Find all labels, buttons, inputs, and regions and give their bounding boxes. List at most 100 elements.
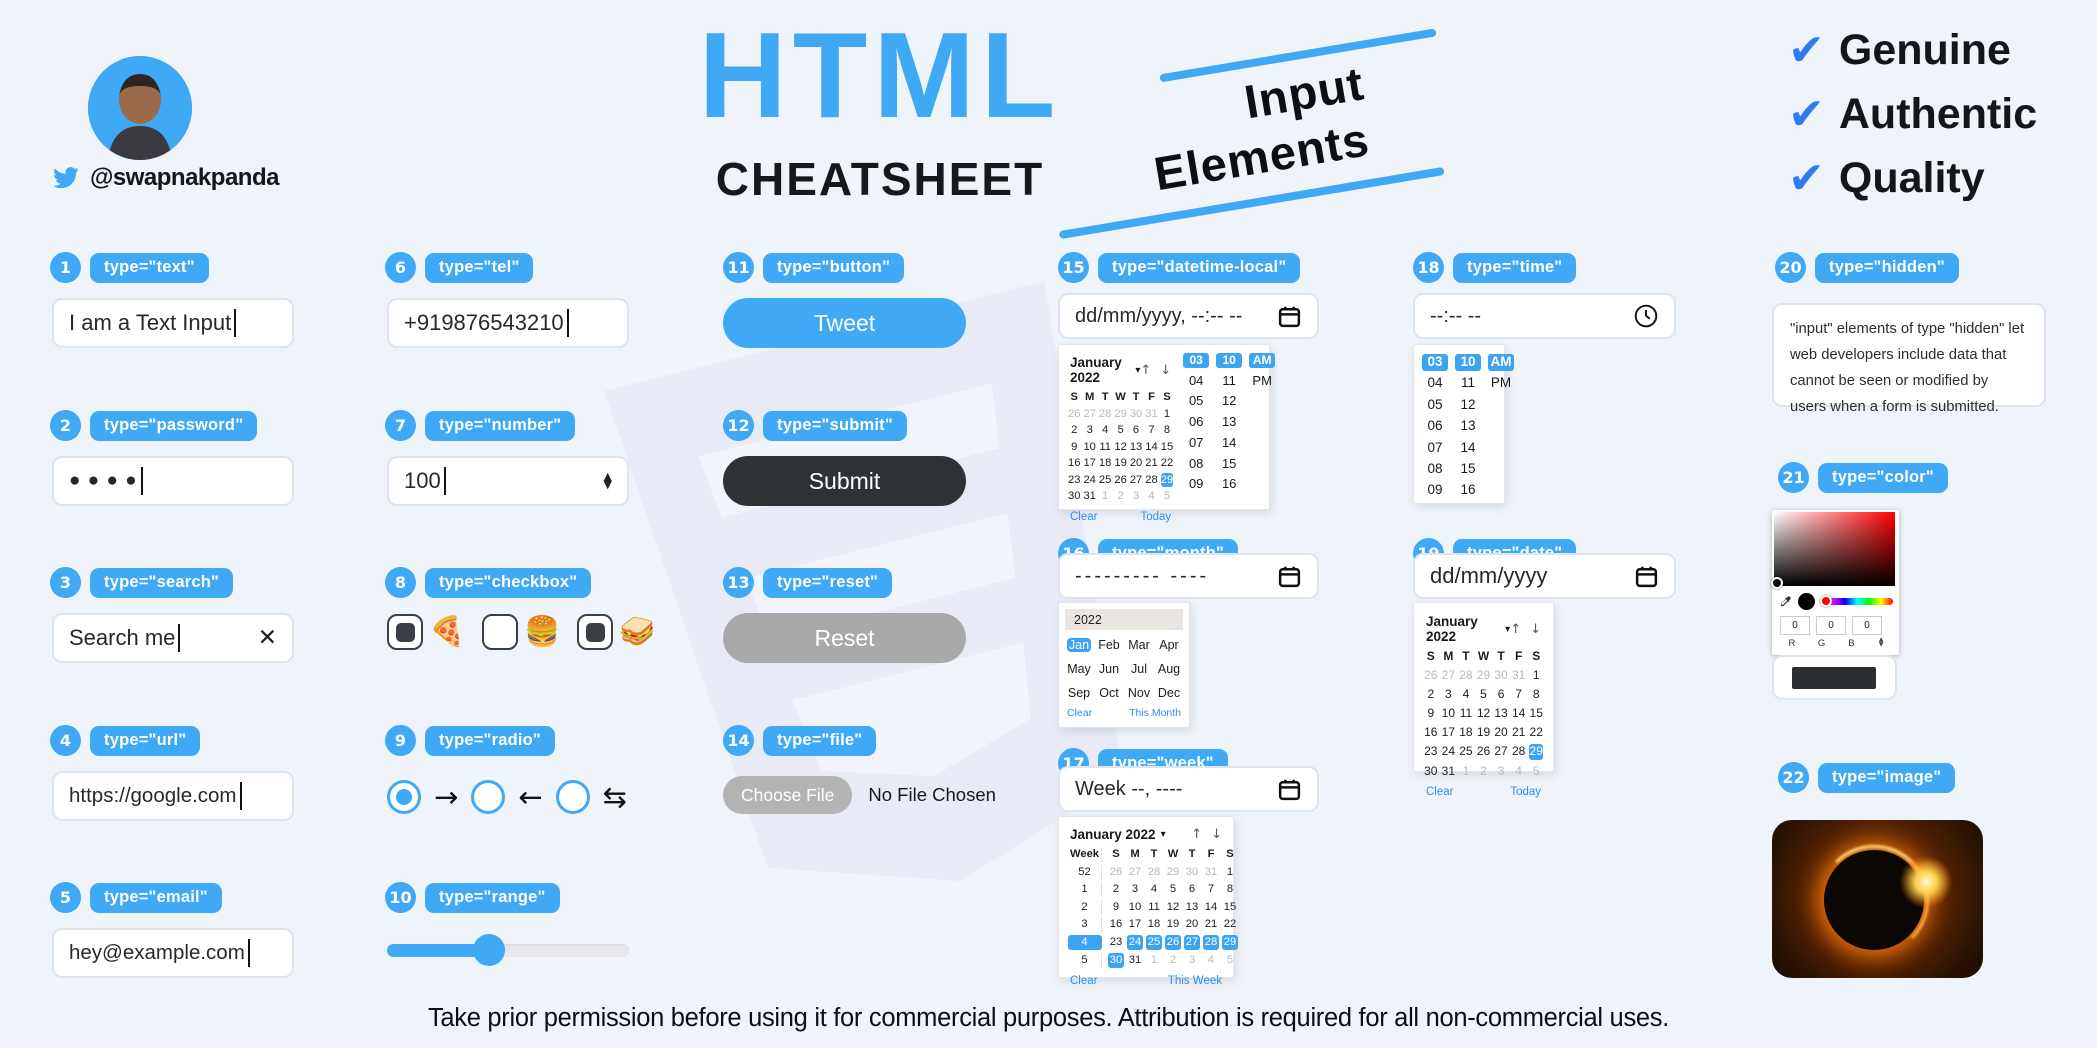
search-input[interactable]: Search me ✕ bbox=[52, 613, 294, 663]
time-option[interactable]: AM bbox=[1249, 353, 1276, 368]
week-number[interactable]: 2 bbox=[1068, 899, 1102, 915]
calendar-day[interactable]: 22 bbox=[1160, 457, 1174, 470]
calendar-day[interactable]: 29 bbox=[1160, 472, 1174, 488]
calendar-day[interactable]: 18 bbox=[1459, 725, 1473, 740]
calendar-month-label[interactable]: January 2022 bbox=[1426, 614, 1478, 644]
clear-link[interactable]: Clear bbox=[1070, 974, 1098, 987]
calendar-day[interactable]: 21 bbox=[1145, 457, 1158, 470]
time-option[interactable]: 03 bbox=[1422, 354, 1448, 371]
submit-button[interactable]: Submit bbox=[723, 456, 966, 506]
calendar-day[interactable]: 20 bbox=[1129, 457, 1143, 470]
prev-month-icon[interactable]: ↑ bbox=[1140, 362, 1152, 378]
clear-link[interactable]: Clear bbox=[1426, 786, 1454, 799]
calendar-day[interactable]: 18 bbox=[1147, 918, 1161, 931]
chevron-down-icon[interactable]: ▾ bbox=[1135, 364, 1141, 376]
tel-input[interactable]: +919876543210 bbox=[387, 298, 629, 348]
calendar-day[interactable]: 26 bbox=[1068, 407, 1081, 420]
calendar-day[interactable]: 28 bbox=[1145, 473, 1158, 486]
next-month-icon[interactable]: ↓ bbox=[1160, 362, 1172, 378]
number-stepper[interactable]: ▲ ▼ bbox=[603, 470, 612, 491]
range-thumb[interactable] bbox=[472, 933, 505, 966]
calendar-day[interactable]: 1 bbox=[1226, 865, 1234, 878]
time-option[interactable]: 08 bbox=[1427, 460, 1443, 476]
time-option[interactable]: 10 bbox=[1455, 354, 1481, 371]
time-option[interactable]: 15 bbox=[1460, 460, 1476, 476]
calendar-day[interactable]: 19 bbox=[1114, 457, 1127, 470]
radio-unselected[interactable] bbox=[471, 780, 506, 814]
time-option[interactable]: 09 bbox=[1188, 476, 1204, 492]
time-option[interactable]: 12 bbox=[1460, 396, 1476, 412]
calendar-day[interactable]: 25 bbox=[1459, 744, 1473, 759]
time-option[interactable]: 04 bbox=[1427, 375, 1443, 391]
calendar-day[interactable]: 31 bbox=[1511, 668, 1526, 683]
calendar-day[interactable]: 30 bbox=[1108, 952, 1124, 968]
clear-search-icon[interactable]: ✕ bbox=[257, 625, 277, 651]
calendar-day[interactable]: 2 bbox=[1117, 490, 1124, 503]
calendar-day[interactable]: 27 bbox=[1083, 407, 1096, 420]
calendar-icon[interactable] bbox=[1634, 564, 1659, 589]
calendar-day[interactable]: 16 bbox=[1109, 918, 1123, 931]
calendar-day[interactable]: 14 bbox=[1145, 440, 1158, 453]
calendar-day[interactable]: 17 bbox=[1441, 725, 1456, 740]
calendar-day[interactable]: 3 bbox=[1131, 883, 1139, 896]
time-option[interactable]: 09 bbox=[1427, 482, 1443, 498]
this-month-link[interactable]: This Month bbox=[1129, 707, 1181, 719]
time-option[interactable]: 13 bbox=[1460, 418, 1476, 434]
red-field[interactable]: 0 bbox=[1780, 616, 1810, 635]
calendar-day[interactable]: 10 bbox=[1083, 440, 1096, 453]
range-slider[interactable] bbox=[387, 932, 629, 968]
calendar-day[interactable]: 10 bbox=[1441, 706, 1456, 721]
calendar-day[interactable]: 16 bbox=[1068, 457, 1081, 470]
calendar-day[interactable]: 17 bbox=[1128, 918, 1142, 931]
clock-icon[interactable] bbox=[1633, 303, 1659, 329]
calendar-day[interactable]: 23 bbox=[1068, 473, 1081, 486]
time-option[interactable]: 04 bbox=[1188, 372, 1204, 388]
time-option[interactable]: 15 bbox=[1221, 455, 1237, 471]
month-input[interactable]: --------- ---- bbox=[1058, 553, 1319, 599]
calendar-day[interactable]: 2 bbox=[1071, 424, 1078, 437]
calendar-day[interactable]: 26 bbox=[1424, 668, 1438, 683]
calendar-day[interactable]: 12 bbox=[1166, 900, 1180, 913]
time-input[interactable]: --:-- -- bbox=[1413, 293, 1676, 339]
time-option[interactable]: 16 bbox=[1221, 476, 1237, 492]
calendar-day[interactable]: 3 bbox=[1188, 953, 1196, 966]
format-switch-icon[interactable]: ▲ ▼ bbox=[1878, 636, 1884, 648]
calendar-day[interactable]: 25 bbox=[1146, 935, 1162, 951]
calendar-day[interactable]: 30 bbox=[1424, 763, 1438, 778]
calendar-day[interactable]: 24 bbox=[1083, 473, 1096, 486]
calendar-day[interactable]: 9 bbox=[1427, 706, 1435, 721]
calendar-day[interactable]: 27 bbox=[1441, 668, 1456, 683]
calendar-day[interactable]: 20 bbox=[1494, 725, 1508, 740]
calendar-day[interactable]: 26 bbox=[1109, 865, 1123, 878]
calendar-day[interactable]: 8 bbox=[1532, 687, 1540, 702]
calendar-day[interactable]: 11 bbox=[1459, 706, 1473, 721]
calendar-day[interactable]: 5 bbox=[1532, 763, 1540, 778]
time-option[interactable]: 11 bbox=[1460, 375, 1475, 391]
hue-slider[interactable] bbox=[1820, 594, 1893, 607]
calendar-icon[interactable] bbox=[1277, 777, 1302, 802]
reset-button[interactable]: Reset bbox=[723, 613, 966, 663]
color-input[interactable] bbox=[1772, 655, 1897, 700]
calendar-day[interactable]: 28 bbox=[1511, 744, 1526, 759]
month-option[interactable]: Feb bbox=[1098, 638, 1120, 652]
time-option[interactable]: 05 bbox=[1427, 396, 1443, 412]
calendar-day[interactable]: 4 bbox=[1148, 490, 1155, 503]
calendar-day[interactable]: 31 bbox=[1145, 407, 1158, 420]
calendar-day[interactable]: 28 bbox=[1098, 407, 1112, 420]
time-option[interactable]: 10 bbox=[1216, 353, 1243, 368]
month-option[interactable]: Mar bbox=[1128, 638, 1150, 652]
calendar-day[interactable]: 5 bbox=[1226, 953, 1234, 966]
checkbox-checked[interactable] bbox=[577, 614, 614, 650]
calendar-day[interactable]: 29 bbox=[1476, 668, 1491, 683]
calendar-day[interactable]: 28 bbox=[1459, 668, 1473, 683]
email-input[interactable]: hey@example.com bbox=[52, 928, 294, 978]
calendar-day[interactable]: 22 bbox=[1223, 918, 1237, 931]
calendar-day[interactable]: 15 bbox=[1160, 440, 1174, 453]
calendar-day[interactable]: 13 bbox=[1494, 706, 1508, 721]
calendar-day[interactable]: 27 bbox=[1129, 473, 1143, 486]
calendar-day[interactable]: 1 bbox=[1532, 668, 1540, 683]
green-field[interactable]: 0 bbox=[1816, 616, 1846, 635]
calendar-day[interactable]: 25 bbox=[1098, 473, 1112, 486]
blue-field[interactable]: 0 bbox=[1852, 616, 1882, 635]
calendar-day[interactable]: 13 bbox=[1185, 900, 1199, 913]
